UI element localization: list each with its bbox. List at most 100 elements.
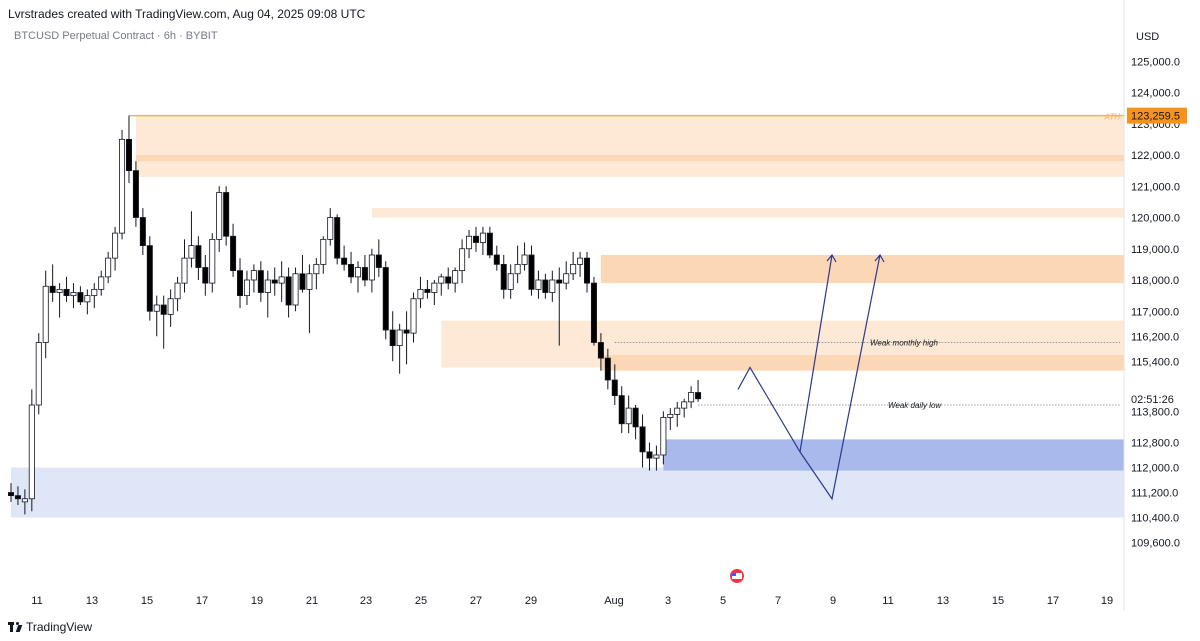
candle — [646, 442, 653, 471]
candle — [681, 398, 688, 418]
candle — [688, 386, 695, 409]
price-tick-label: 112,800.0 — [1131, 438, 1179, 450]
candle — [167, 289, 174, 327]
candle — [528, 245, 535, 296]
candle-down — [139, 217, 146, 247]
candle — [230, 223, 237, 277]
candle-down — [63, 288, 70, 297]
candle-down — [195, 245, 202, 268]
footer: TradingView — [8, 620, 92, 634]
candle-up — [653, 454, 660, 459]
level-label: Weak daily low — [888, 401, 942, 410]
candle — [292, 267, 299, 312]
price-tick-label: 117,000.0 — [1131, 306, 1179, 318]
candle — [577, 251, 584, 277]
time-tick-label: 17 — [196, 595, 208, 607]
candle — [618, 386, 625, 434]
candle — [507, 264, 514, 299]
candle-down — [646, 451, 653, 459]
level-layer: ATH Weak monthly high Weak daily low — [128, 113, 1124, 410]
candle-down — [348, 263, 355, 278]
candle — [21, 489, 28, 515]
candle-up — [35, 342, 42, 406]
candle-down — [49, 285, 56, 293]
candle-up — [667, 413, 674, 418]
candle-down — [132, 170, 139, 218]
candle-up — [216, 192, 223, 240]
projection-layer — [737, 253, 885, 501]
price-tick-label: 124,000.0 — [1131, 88, 1180, 100]
candle — [396, 323, 403, 374]
price-tick-label: 111,200.0 — [1131, 488, 1178, 500]
candle — [514, 245, 521, 284]
candle-down — [361, 267, 368, 281]
candle — [77, 286, 84, 305]
candle — [237, 258, 244, 309]
price-tick-label: 125,000.0 — [1131, 56, 1180, 68]
candle-down — [125, 138, 132, 172]
candle-up — [119, 138, 126, 234]
time-tick-label: 3 — [665, 595, 671, 607]
candle-up — [70, 292, 77, 297]
candle-up — [278, 276, 285, 284]
candle-down — [237, 270, 244, 297]
candle — [604, 348, 611, 390]
candle — [466, 230, 473, 259]
candle-up — [21, 498, 28, 503]
candle-down — [445, 276, 452, 284]
candle — [472, 226, 479, 252]
candle — [285, 267, 292, 318]
footer-brand: TradingView — [26, 620, 93, 634]
candle — [98, 270, 105, 296]
time-tick-label: 15 — [992, 595, 1004, 607]
candle — [7, 483, 14, 502]
candle — [375, 239, 382, 277]
candle-up — [507, 273, 514, 290]
candle-down — [604, 357, 611, 381]
zone-supply — [371, 208, 1124, 218]
time-tick-label: 27 — [470, 595, 482, 607]
candle-up — [563, 273, 570, 284]
time-tick-label: Aug — [604, 595, 624, 607]
candle-up — [174, 282, 181, 300]
time-tick-label: 23 — [360, 595, 372, 607]
candle — [542, 273, 549, 299]
candle — [250, 264, 257, 293]
candle — [139, 208, 146, 255]
candle-up — [320, 238, 327, 265]
ath-price-tag — [1127, 107, 1187, 124]
candle-up — [42, 285, 49, 343]
candle — [174, 276, 181, 312]
event-flag — [732, 573, 742, 579]
candle — [625, 395, 632, 434]
candle — [639, 414, 646, 468]
candle-up — [250, 270, 257, 281]
candle-up — [410, 298, 417, 334]
candle — [188, 211, 195, 268]
candle — [695, 380, 702, 402]
candle — [112, 226, 119, 271]
price-tick-label: 120,000.0 — [1131, 213, 1180, 225]
time-tick-label: 25 — [415, 595, 427, 607]
candle — [500, 255, 507, 299]
chart-header-title: Lvrstrades created with TradingView.com,… — [8, 7, 366, 21]
candle — [389, 311, 396, 362]
price-tick-label: 122,000.0 — [1131, 150, 1180, 162]
candle-down — [223, 192, 230, 237]
candle-up — [431, 282, 438, 293]
price-tick-label: 113,800.0 — [1131, 406, 1179, 418]
zone-layer — [11, 115, 1125, 518]
candle — [667, 408, 674, 430]
candle — [424, 280, 431, 299]
candle — [417, 276, 424, 309]
candle — [521, 242, 528, 271]
candle — [195, 236, 202, 280]
candle-down — [271, 279, 278, 284]
candle-up — [167, 298, 174, 315]
candle — [438, 273, 445, 296]
candle — [35, 333, 42, 415]
candle — [216, 186, 223, 252]
candle — [63, 276, 70, 302]
candle-down — [202, 267, 209, 284]
